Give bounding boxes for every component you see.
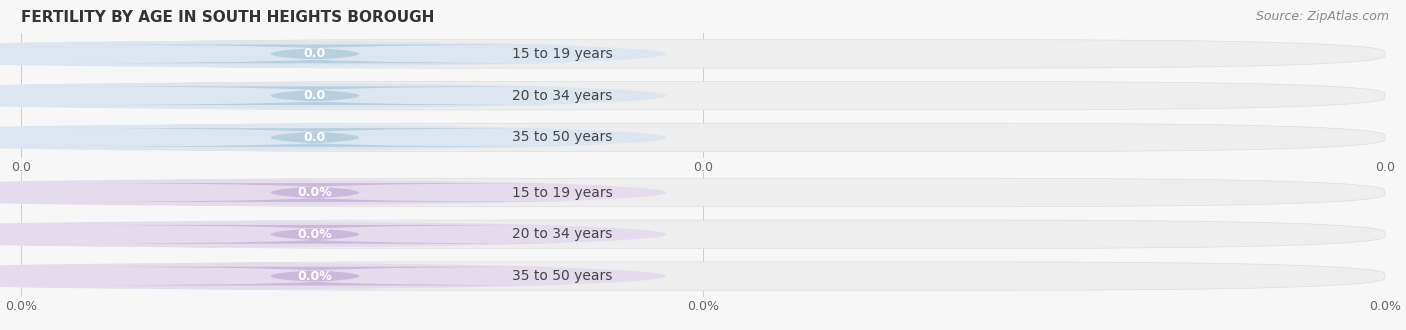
Text: 15 to 19 years: 15 to 19 years bbox=[512, 47, 613, 61]
Circle shape bbox=[0, 82, 666, 109]
FancyBboxPatch shape bbox=[53, 86, 576, 105]
FancyBboxPatch shape bbox=[53, 267, 576, 285]
FancyBboxPatch shape bbox=[0, 222, 391, 247]
FancyBboxPatch shape bbox=[53, 45, 576, 63]
Text: 0.0%: 0.0% bbox=[298, 228, 332, 241]
FancyBboxPatch shape bbox=[21, 123, 1385, 152]
Text: 0.0: 0.0 bbox=[304, 48, 326, 60]
FancyBboxPatch shape bbox=[53, 183, 576, 202]
Circle shape bbox=[0, 221, 666, 248]
Text: 0.0: 0.0 bbox=[304, 131, 326, 144]
FancyBboxPatch shape bbox=[53, 128, 576, 147]
FancyBboxPatch shape bbox=[21, 40, 1385, 68]
Text: 35 to 50 years: 35 to 50 years bbox=[512, 130, 612, 145]
Circle shape bbox=[0, 41, 666, 67]
Text: 15 to 19 years: 15 to 19 years bbox=[512, 185, 613, 200]
Text: 0.0%: 0.0% bbox=[298, 186, 332, 199]
Circle shape bbox=[0, 124, 666, 150]
Text: 20 to 34 years: 20 to 34 years bbox=[512, 89, 612, 103]
Text: FERTILITY BY AGE IN SOUTH HEIGHTS BOROUGH: FERTILITY BY AGE IN SOUTH HEIGHTS BOROUG… bbox=[21, 10, 434, 25]
Text: 0.0%: 0.0% bbox=[298, 270, 332, 282]
Text: 0.0: 0.0 bbox=[304, 89, 326, 102]
FancyBboxPatch shape bbox=[0, 83, 391, 108]
Circle shape bbox=[0, 263, 666, 289]
FancyBboxPatch shape bbox=[21, 82, 1385, 110]
FancyBboxPatch shape bbox=[0, 41, 391, 66]
FancyBboxPatch shape bbox=[0, 125, 391, 150]
Text: Source: ZipAtlas.com: Source: ZipAtlas.com bbox=[1256, 10, 1389, 23]
FancyBboxPatch shape bbox=[21, 262, 1385, 290]
Text: 35 to 50 years: 35 to 50 years bbox=[512, 269, 612, 283]
Text: 20 to 34 years: 20 to 34 years bbox=[512, 227, 612, 241]
FancyBboxPatch shape bbox=[0, 180, 391, 205]
FancyBboxPatch shape bbox=[21, 220, 1385, 248]
FancyBboxPatch shape bbox=[21, 178, 1385, 207]
FancyBboxPatch shape bbox=[0, 264, 391, 289]
Circle shape bbox=[0, 180, 666, 206]
FancyBboxPatch shape bbox=[53, 225, 576, 244]
